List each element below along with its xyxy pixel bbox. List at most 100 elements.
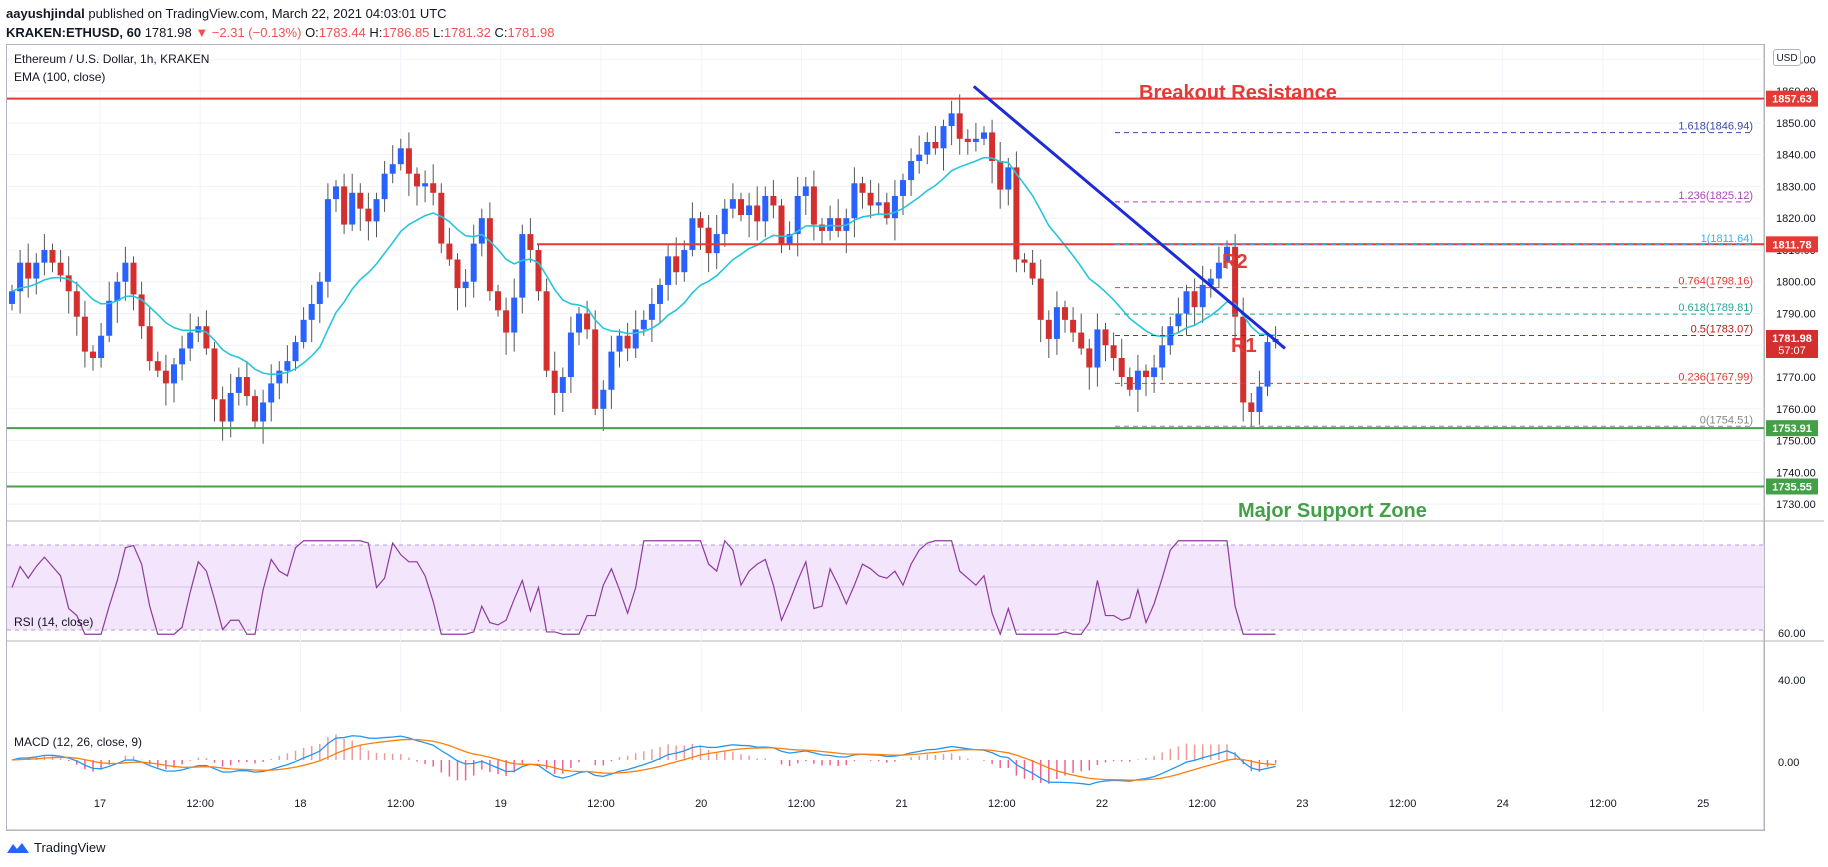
candle-body	[462, 281, 469, 289]
candle-body	[1110, 345, 1117, 358]
candle-body	[778, 205, 785, 244]
price-value: 1781.98	[144, 25, 192, 40]
candle-body	[1256, 386, 1263, 412]
level-tag-resistance-r2	[1766, 236, 1818, 253]
candle-body	[276, 370, 283, 384]
candle-body	[908, 161, 915, 181]
candle-body	[559, 377, 566, 393]
candle-body	[1175, 313, 1182, 327]
candle-body	[203, 326, 210, 349]
symbol-label: KRAKEN:ETHUSD, 60	[6, 25, 142, 40]
fib-label: 1.236(1825.12)	[1678, 190, 1753, 202]
candle-body	[997, 161, 1004, 190]
symbol-line: KRAKEN:ETHUSD, 60 1781.98 ▼ −2.31 (−0.13…	[6, 23, 555, 42]
candle-body	[576, 313, 582, 333]
low-value: 1781.32	[443, 25, 491, 40]
candle-body	[1215, 262, 1222, 279]
candle-body	[989, 132, 996, 162]
rsi-tick-label: 60.00	[1778, 628, 1806, 640]
candle-body	[956, 113, 963, 139]
candle-body	[227, 392, 234, 422]
fib-label: 0.236(1767.99)	[1678, 371, 1753, 383]
high-label: H:	[369, 25, 383, 40]
ema-line	[11, 156, 1276, 376]
candle-body	[389, 164, 396, 174]
candle-body	[932, 141, 939, 149]
candle-body	[673, 256, 680, 273]
candle-body	[705, 227, 712, 254]
candle-body	[1207, 278, 1214, 285]
x-tick-label: 12:00	[988, 798, 1016, 810]
candle-body	[835, 218, 842, 231]
candle-body	[608, 351, 615, 390]
candle-body	[657, 284, 663, 304]
y-tick-label: 1730.00	[1776, 499, 1816, 511]
candle-body	[486, 218, 493, 292]
candle-body	[211, 348, 218, 400]
level-tag-resistance-top	[1766, 90, 1818, 107]
candle-body	[972, 138, 979, 142]
candle-body	[373, 199, 380, 222]
macd-tick-label: 0.00	[1778, 757, 1799, 769]
candle-body	[1070, 319, 1077, 333]
x-tick-label: 12:00	[1589, 798, 1617, 810]
chart-header: aayushjindal published on TradingView.co…	[6, 4, 555, 42]
candle-body	[1094, 329, 1101, 368]
candle-body	[827, 218, 834, 231]
candle-body	[535, 249, 542, 292]
fib-label: 0.5(1783.07)	[1691, 324, 1753, 336]
legend-rsi: RSI (14, close)	[14, 615, 94, 629]
candle-body	[592, 329, 599, 409]
candle-body	[495, 291, 501, 311]
candle-body	[114, 281, 121, 301]
fib-label: 0(1754.51)	[1700, 414, 1753, 426]
candle-body	[1037, 278, 1044, 320]
candle-body	[33, 262, 40, 279]
candle-body	[430, 183, 437, 193]
candle-body	[924, 141, 931, 155]
fib-label: 1.618(1846.94)	[1678, 121, 1753, 133]
candle-body	[964, 138, 971, 142]
candle-body	[754, 205, 761, 222]
candle-body	[689, 218, 696, 250]
candle-body	[600, 389, 607, 409]
candle-body	[940, 126, 947, 149]
candle-body	[1021, 259, 1028, 263]
candle-body	[252, 396, 258, 422]
candle-body	[883, 202, 890, 219]
x-tick-label: 12:00	[1389, 798, 1417, 810]
candle-body	[470, 243, 477, 282]
author-name[interactable]: aayushjindal	[6, 6, 85, 21]
candle-body	[1126, 377, 1133, 390]
candle-body	[616, 335, 623, 352]
rsi-tick-label: 40.00	[1778, 675, 1806, 687]
candle-body	[73, 291, 80, 317]
candle-body	[867, 192, 874, 206]
legend-ema: EMA (100, close)	[14, 70, 106, 84]
currency-button[interactable]: USD	[1773, 49, 1801, 66]
y-tick-label: 1840.00	[1776, 150, 1816, 162]
x-tick-label: 19	[495, 798, 507, 810]
candle-body	[243, 377, 250, 397]
candle-body	[106, 300, 113, 336]
candle-body	[454, 259, 461, 289]
candle-body	[1159, 345, 1166, 368]
candle-body	[341, 186, 348, 225]
candle-body	[948, 113, 955, 127]
footer-brand[interactable]: TradingView	[6, 840, 106, 855]
candle-body	[154, 361, 161, 371]
y-tick-label: 1830.00	[1776, 181, 1816, 193]
candle-body	[665, 256, 672, 285]
candle-body	[916, 154, 923, 162]
close-label: C:	[494, 25, 508, 40]
x-tick-label: 20	[695, 798, 707, 810]
candle-body	[681, 249, 688, 273]
y-tick-label: 1790.00	[1776, 309, 1816, 321]
candle-body	[9, 291, 15, 304]
y-tick-label: 1770.00	[1776, 372, 1816, 384]
candle-body	[1143, 370, 1149, 378]
candle-body	[648, 303, 655, 320]
y-tick-label: 1820.00	[1776, 213, 1816, 225]
candle-body	[179, 348, 186, 365]
